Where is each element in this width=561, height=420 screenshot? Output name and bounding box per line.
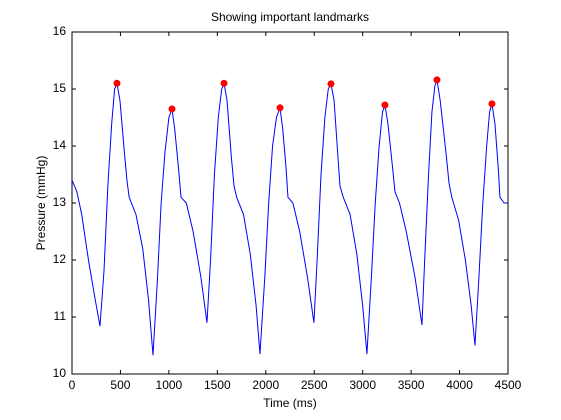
x-tick-label: 3000 — [349, 378, 376, 392]
plot-area — [71, 31, 509, 375]
landmark-point — [488, 100, 496, 108]
x-tick-label: 4000 — [446, 378, 473, 392]
landmark-point — [381, 101, 389, 109]
landmark-point — [113, 79, 121, 87]
x-tick-label: 500 — [110, 378, 130, 392]
x-tick-label: 3500 — [398, 378, 425, 392]
x-tick-label: 2500 — [301, 378, 328, 392]
chart-title: Showing important landmarks — [211, 10, 369, 24]
y-axis-label: Pressure (mmHg) — [34, 156, 48, 251]
y-tick-label: 16 — [53, 24, 67, 38]
landmark-point — [433, 76, 441, 84]
landmark-point — [327, 80, 335, 88]
x-tick-label: 0 — [69, 378, 76, 392]
y-tick-label: 13 — [53, 195, 67, 209]
y-tick-label: 14 — [53, 138, 67, 152]
y-tick-label: 12 — [53, 252, 67, 266]
x-axis-label: Time (ms) — [263, 396, 317, 410]
y-tick-label: 15 — [53, 81, 67, 95]
x-tick-label: 2000 — [252, 378, 279, 392]
pressure-line — [71, 79, 508, 356]
x-tick-label: 4500 — [495, 378, 522, 392]
landmark-point — [168, 105, 176, 113]
y-tick-label: 11 — [54, 309, 67, 323]
x-tick-label: 1500 — [204, 378, 231, 392]
x-tick-label: 1000 — [156, 378, 183, 392]
y-tick-label: 10 — [53, 366, 67, 380]
landmark-point — [276, 104, 284, 112]
landmark-point — [220, 79, 228, 87]
